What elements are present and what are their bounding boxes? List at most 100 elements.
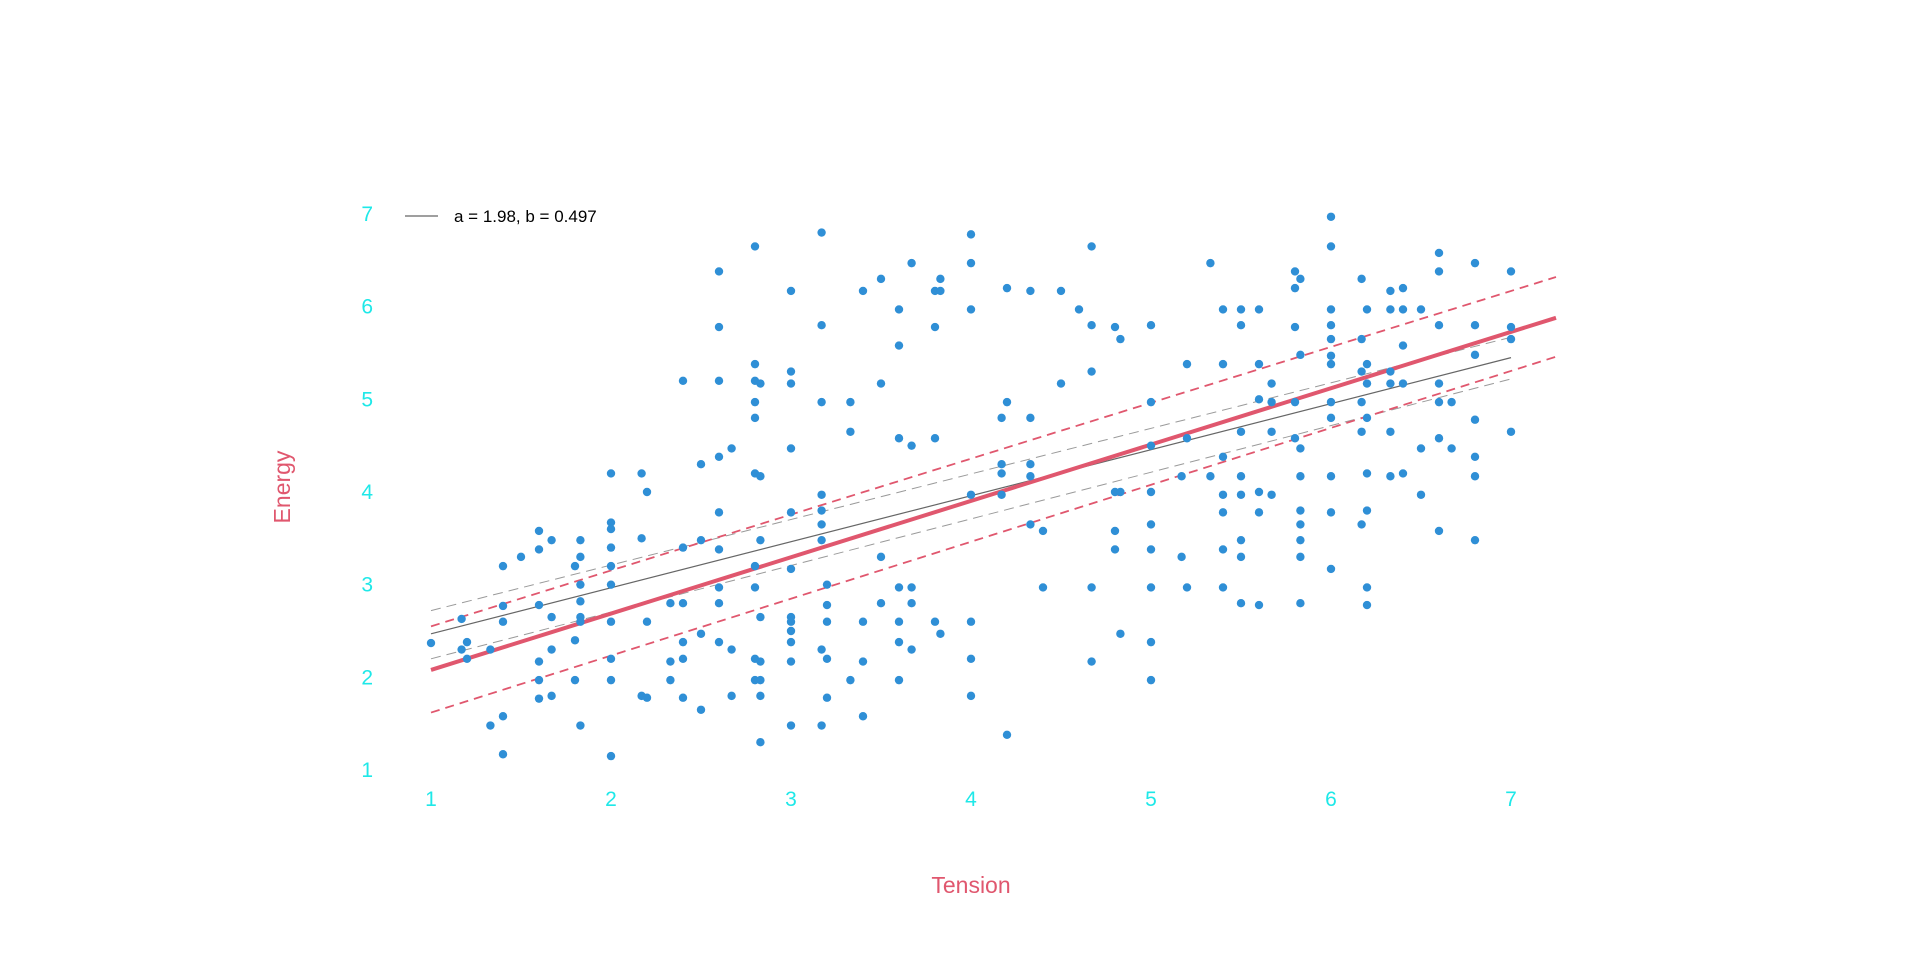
data-point	[1398, 341, 1408, 350]
data-point	[756, 691, 765, 701]
data-point	[1218, 583, 1228, 592]
data-point	[1386, 472, 1395, 481]
data-point	[1470, 452, 1480, 461]
data-point	[997, 469, 1006, 478]
data-point	[1002, 730, 1012, 739]
data-point	[1362, 305, 1372, 314]
data-point	[606, 524, 616, 534]
data-point	[997, 460, 1006, 469]
data-point	[696, 629, 706, 638]
data-point	[1326, 508, 1336, 517]
data-point	[1296, 274, 1305, 284]
data-point	[1398, 283, 1408, 293]
data-point	[876, 274, 886, 284]
data-point	[858, 286, 868, 296]
data-point	[1236, 472, 1246, 481]
data-point	[1470, 258, 1480, 268]
data-point	[1254, 359, 1264, 369]
data-point	[1056, 379, 1066, 388]
data-point	[498, 712, 508, 721]
data-point	[1206, 258, 1215, 268]
data-point	[606, 580, 616, 589]
data-point	[1398, 305, 1408, 314]
fit-line	[430, 315, 1557, 672]
data-point	[817, 520, 826, 529]
data-point	[576, 535, 585, 545]
data-point	[1357, 427, 1366, 436]
x-tick-label: 4	[965, 788, 977, 811]
data-point	[907, 441, 916, 450]
data-point	[576, 580, 585, 589]
data-point	[1296, 599, 1305, 608]
data-point	[1146, 545, 1156, 554]
data-point	[786, 367, 796, 376]
data-point	[1254, 508, 1264, 517]
data-point	[727, 645, 736, 654]
data-point	[1026, 286, 1035, 296]
data-point	[786, 721, 796, 730]
data-point	[498, 601, 508, 611]
data-point	[457, 614, 466, 624]
data-point	[547, 645, 556, 654]
x-tick-label: 6	[1325, 788, 1337, 811]
data-point	[606, 617, 616, 626]
data-point	[1326, 397, 1336, 407]
data-point	[570, 636, 580, 645]
data-point	[1326, 359, 1336, 369]
data-point	[876, 379, 886, 388]
data-point	[1074, 305, 1084, 314]
data-point	[606, 518, 616, 527]
data-point	[1236, 599, 1246, 608]
data-point	[1326, 334, 1336, 344]
data-point	[756, 379, 765, 388]
data-point	[1218, 359, 1228, 369]
data-point	[786, 379, 796, 388]
data-point	[1002, 397, 1012, 407]
data-point	[846, 675, 855, 685]
data-point	[1362, 600, 1372, 610]
data-point	[786, 657, 796, 666]
data-point	[750, 242, 760, 251]
data-point	[1416, 444, 1426, 453]
data-point	[876, 599, 886, 608]
data-point	[1434, 267, 1444, 276]
data-point	[750, 359, 760, 369]
legend: a = 1.98, b = 0.497	[405, 207, 597, 226]
data-point	[642, 693, 652, 702]
data-point	[1434, 321, 1444, 330]
data-point	[714, 452, 724, 461]
data-point	[936, 274, 945, 284]
data-point	[534, 526, 544, 536]
data-point	[534, 600, 544, 610]
data-point	[666, 675, 675, 685]
data-point	[576, 597, 585, 606]
data-point	[817, 645, 826, 654]
data-point	[1434, 526, 1444, 536]
data-point	[1296, 472, 1305, 481]
data-point	[678, 637, 688, 647]
data-point	[786, 444, 796, 453]
data-point	[750, 561, 760, 571]
data-point	[1087, 321, 1096, 330]
data-point	[1434, 397, 1444, 407]
data-point	[876, 552, 886, 562]
data-point	[1362, 506, 1372, 515]
data-point	[696, 460, 706, 469]
data-point	[1290, 397, 1300, 407]
data-point	[756, 657, 765, 666]
data-point	[1267, 397, 1276, 407]
data-point	[426, 638, 436, 648]
data-point	[696, 535, 706, 545]
data-point	[846, 397, 855, 407]
reference-ci-lower-line	[430, 378, 1512, 660]
data-point	[714, 322, 724, 332]
data-point	[1267, 427, 1276, 436]
data-point	[534, 675, 544, 685]
data-point	[930, 617, 940, 626]
data-point	[1116, 334, 1125, 344]
data-point	[606, 543, 616, 552]
data-point	[1146, 637, 1156, 647]
data-point	[1038, 526, 1048, 536]
data-point	[570, 561, 580, 571]
data-point	[1146, 583, 1156, 592]
